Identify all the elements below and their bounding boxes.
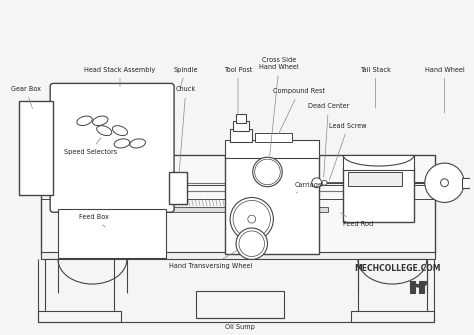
Circle shape [312,178,321,188]
Circle shape [322,180,327,185]
Bar [230,129,252,142]
Bar [343,168,414,222]
Ellipse shape [114,139,130,148]
Text: Cross Side
Hand Wheel: Cross Side Hand Wheel [259,57,299,155]
Bar [348,172,402,186]
Bar [351,311,434,322]
Bar [343,155,414,170]
Text: Spindle: Spindle [173,67,198,89]
Text: Tool Post: Tool Post [224,67,252,113]
FancyBboxPatch shape [50,83,174,212]
Bar [225,140,319,158]
Bar [58,209,166,259]
Circle shape [425,163,464,202]
Text: Oil Sump: Oil Sump [225,318,255,330]
Text: MECHCOLLEGE.COM: MECHCOLLEGE.COM [354,264,440,273]
Bar [358,259,427,314]
Ellipse shape [97,126,112,136]
Text: Lead Screw: Lead Screw [329,123,367,180]
Text: Feed Box: Feed Box [80,214,109,227]
Ellipse shape [112,126,128,136]
Text: Hand Transversing Wheel: Hand Transversing Wheel [169,250,252,269]
Bar [410,281,415,293]
Text: Chuck: Chuck [176,86,196,172]
Bar [18,101,53,195]
Bar [102,207,328,212]
Text: Tail Stack: Tail Stack [360,67,391,108]
Circle shape [233,200,271,238]
Bar [419,281,424,293]
Text: Feed Rod: Feed Rod [341,213,373,227]
Text: Carriage: Carriage [295,182,323,193]
Text: Head Stack Assembly: Head Stack Assembly [84,67,155,86]
Circle shape [440,179,448,187]
Circle shape [248,215,255,223]
Text: Hand Wheel: Hand Wheel [425,67,465,113]
Text: Compound Rest: Compound Rest [273,88,325,134]
Bar [41,155,435,254]
Ellipse shape [77,116,92,126]
Bar [255,133,292,142]
Bar [462,178,470,188]
Bar [233,121,249,131]
Circle shape [230,198,273,241]
Ellipse shape [92,116,108,126]
Text: Speed Selectors: Speed Selectors [64,138,117,155]
Text: Gear Box: Gear Box [10,86,41,108]
Text: Dead Center: Dead Center [308,103,349,177]
Bar [225,155,319,254]
Bar [38,311,121,322]
Circle shape [239,231,264,257]
Bar [196,291,284,319]
Bar [169,172,187,204]
Circle shape [255,159,280,185]
Bar [41,252,435,259]
Ellipse shape [130,139,146,148]
Circle shape [253,157,282,187]
Circle shape [236,228,267,259]
Bar [236,114,246,123]
Bar [45,259,114,314]
